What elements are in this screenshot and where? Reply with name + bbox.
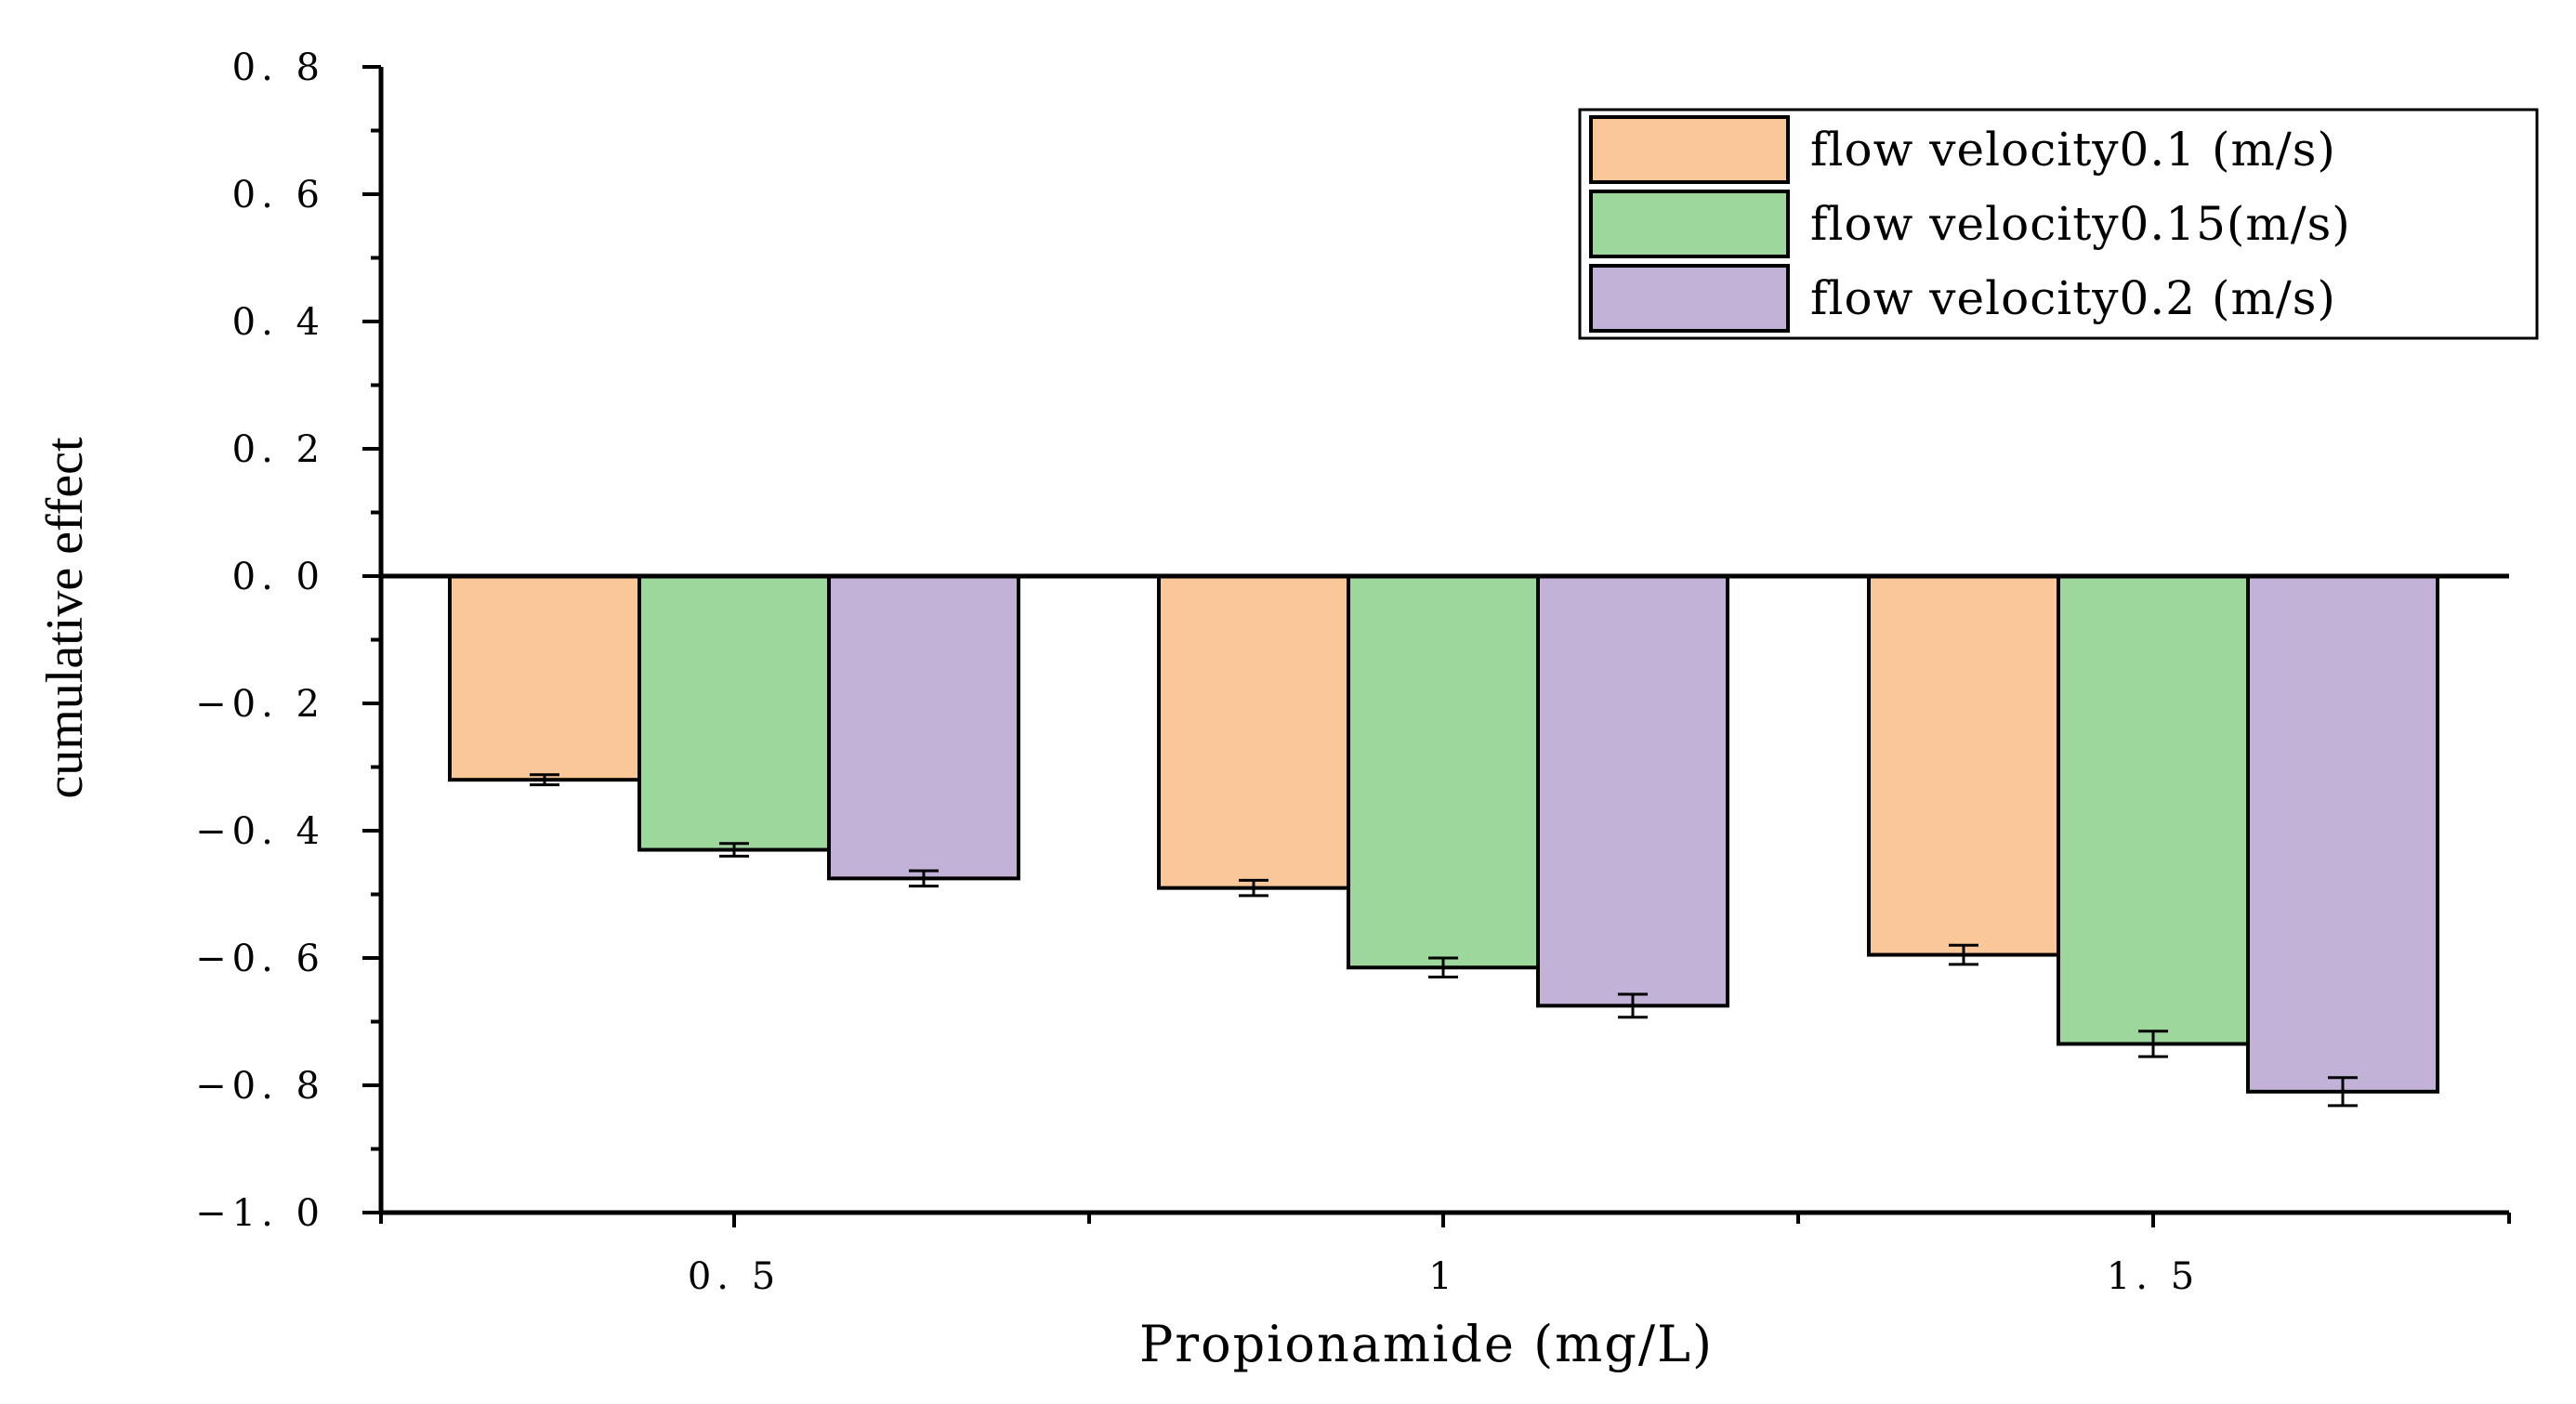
x-tick-label: 1 bbox=[1428, 1255, 1457, 1298]
legend-swatch-series2 bbox=[1589, 190, 1790, 258]
bar-series3-cat2 bbox=[1536, 574, 1729, 1008]
bar-series2-cat3 bbox=[2057, 574, 2250, 1046]
y-tick-label: 0. 8 bbox=[232, 46, 325, 89]
bar-series2-cat2 bbox=[1347, 574, 1540, 970]
error-bar-series1-cat2 bbox=[1239, 878, 1268, 898]
ticks-layer: 0. 8 0. 6 0. 4 0. 2 0. 0 −0. 2 −0. 4 −0. 6 −0. 8… bbox=[195, 46, 2511, 1298]
bar-series3-cat3 bbox=[2246, 574, 2439, 1094]
y-tick-label: −0. 6 bbox=[195, 938, 325, 980]
x-axis-title: Propionamide (mg/L) bbox=[1139, 1315, 1714, 1373]
y-tick-label: 0. 0 bbox=[232, 556, 325, 598]
y-tick-label: 0. 6 bbox=[232, 174, 325, 217]
bar-series1-cat2 bbox=[1157, 574, 1350, 890]
legend: flow velocity0.1 (m/s) flow velocity0.15(… bbox=[1578, 108, 2539, 340]
bar-series1-cat1 bbox=[448, 574, 641, 782]
error-bar-series2-cat1 bbox=[719, 842, 749, 858]
error-bar-series1-cat3 bbox=[1949, 943, 1978, 966]
bar-series3-cat1 bbox=[827, 574, 1020, 881]
legend-swatch-series1 bbox=[1589, 115, 1790, 184]
error-bar-series2-cat2 bbox=[1428, 956, 1458, 979]
legend-swatch-series3 bbox=[1589, 264, 1790, 333]
y-tick-label: −0. 8 bbox=[195, 1065, 325, 1108]
y-tick-label: 0. 4 bbox=[232, 301, 325, 344]
error-bar-series3-cat3 bbox=[2328, 1076, 2358, 1108]
error-bar-series2-cat3 bbox=[2138, 1030, 2168, 1058]
y-tick-label: −0. 4 bbox=[195, 810, 325, 853]
legend-label-series3: flow velocity0.2 (m/s) bbox=[1810, 271, 2336, 325]
error-bar-series3-cat2 bbox=[1618, 992, 1648, 1019]
legend-label-series2: flow velocity0.15(m/s) bbox=[1810, 197, 2351, 251]
y-axis-title: cumulative effect bbox=[36, 437, 94, 799]
bar-series1-cat3 bbox=[1867, 574, 2060, 957]
x-tick-label: 0. 5 bbox=[688, 1255, 781, 1298]
error-bar-series1-cat1 bbox=[530, 773, 559, 787]
bar-series2-cat1 bbox=[637, 574, 831, 852]
y-tick-label: 0. 2 bbox=[232, 428, 325, 471]
legend-label-series1: flow velocity0.1 (m/s) bbox=[1810, 123, 2336, 177]
y-tick-label: −1. 0 bbox=[195, 1192, 325, 1235]
error-bar-series3-cat1 bbox=[909, 869, 939, 888]
y-tick-label: −0. 2 bbox=[195, 683, 325, 726]
bars-layer bbox=[448, 574, 2439, 1108]
x-tick-label: 1. 5 bbox=[2107, 1255, 2200, 1298]
